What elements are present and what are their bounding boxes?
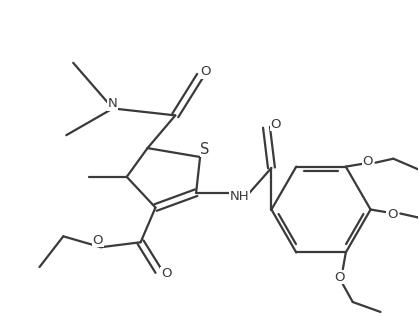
Text: O: O — [362, 155, 373, 168]
Text: S: S — [200, 142, 210, 157]
Text: O: O — [161, 267, 172, 281]
Text: NH: NH — [230, 190, 249, 203]
Text: O: O — [270, 118, 281, 131]
Text: O: O — [335, 271, 345, 284]
Text: N: N — [108, 97, 118, 110]
Text: O: O — [200, 65, 210, 78]
Text: O: O — [387, 208, 398, 221]
Text: O: O — [93, 234, 103, 247]
